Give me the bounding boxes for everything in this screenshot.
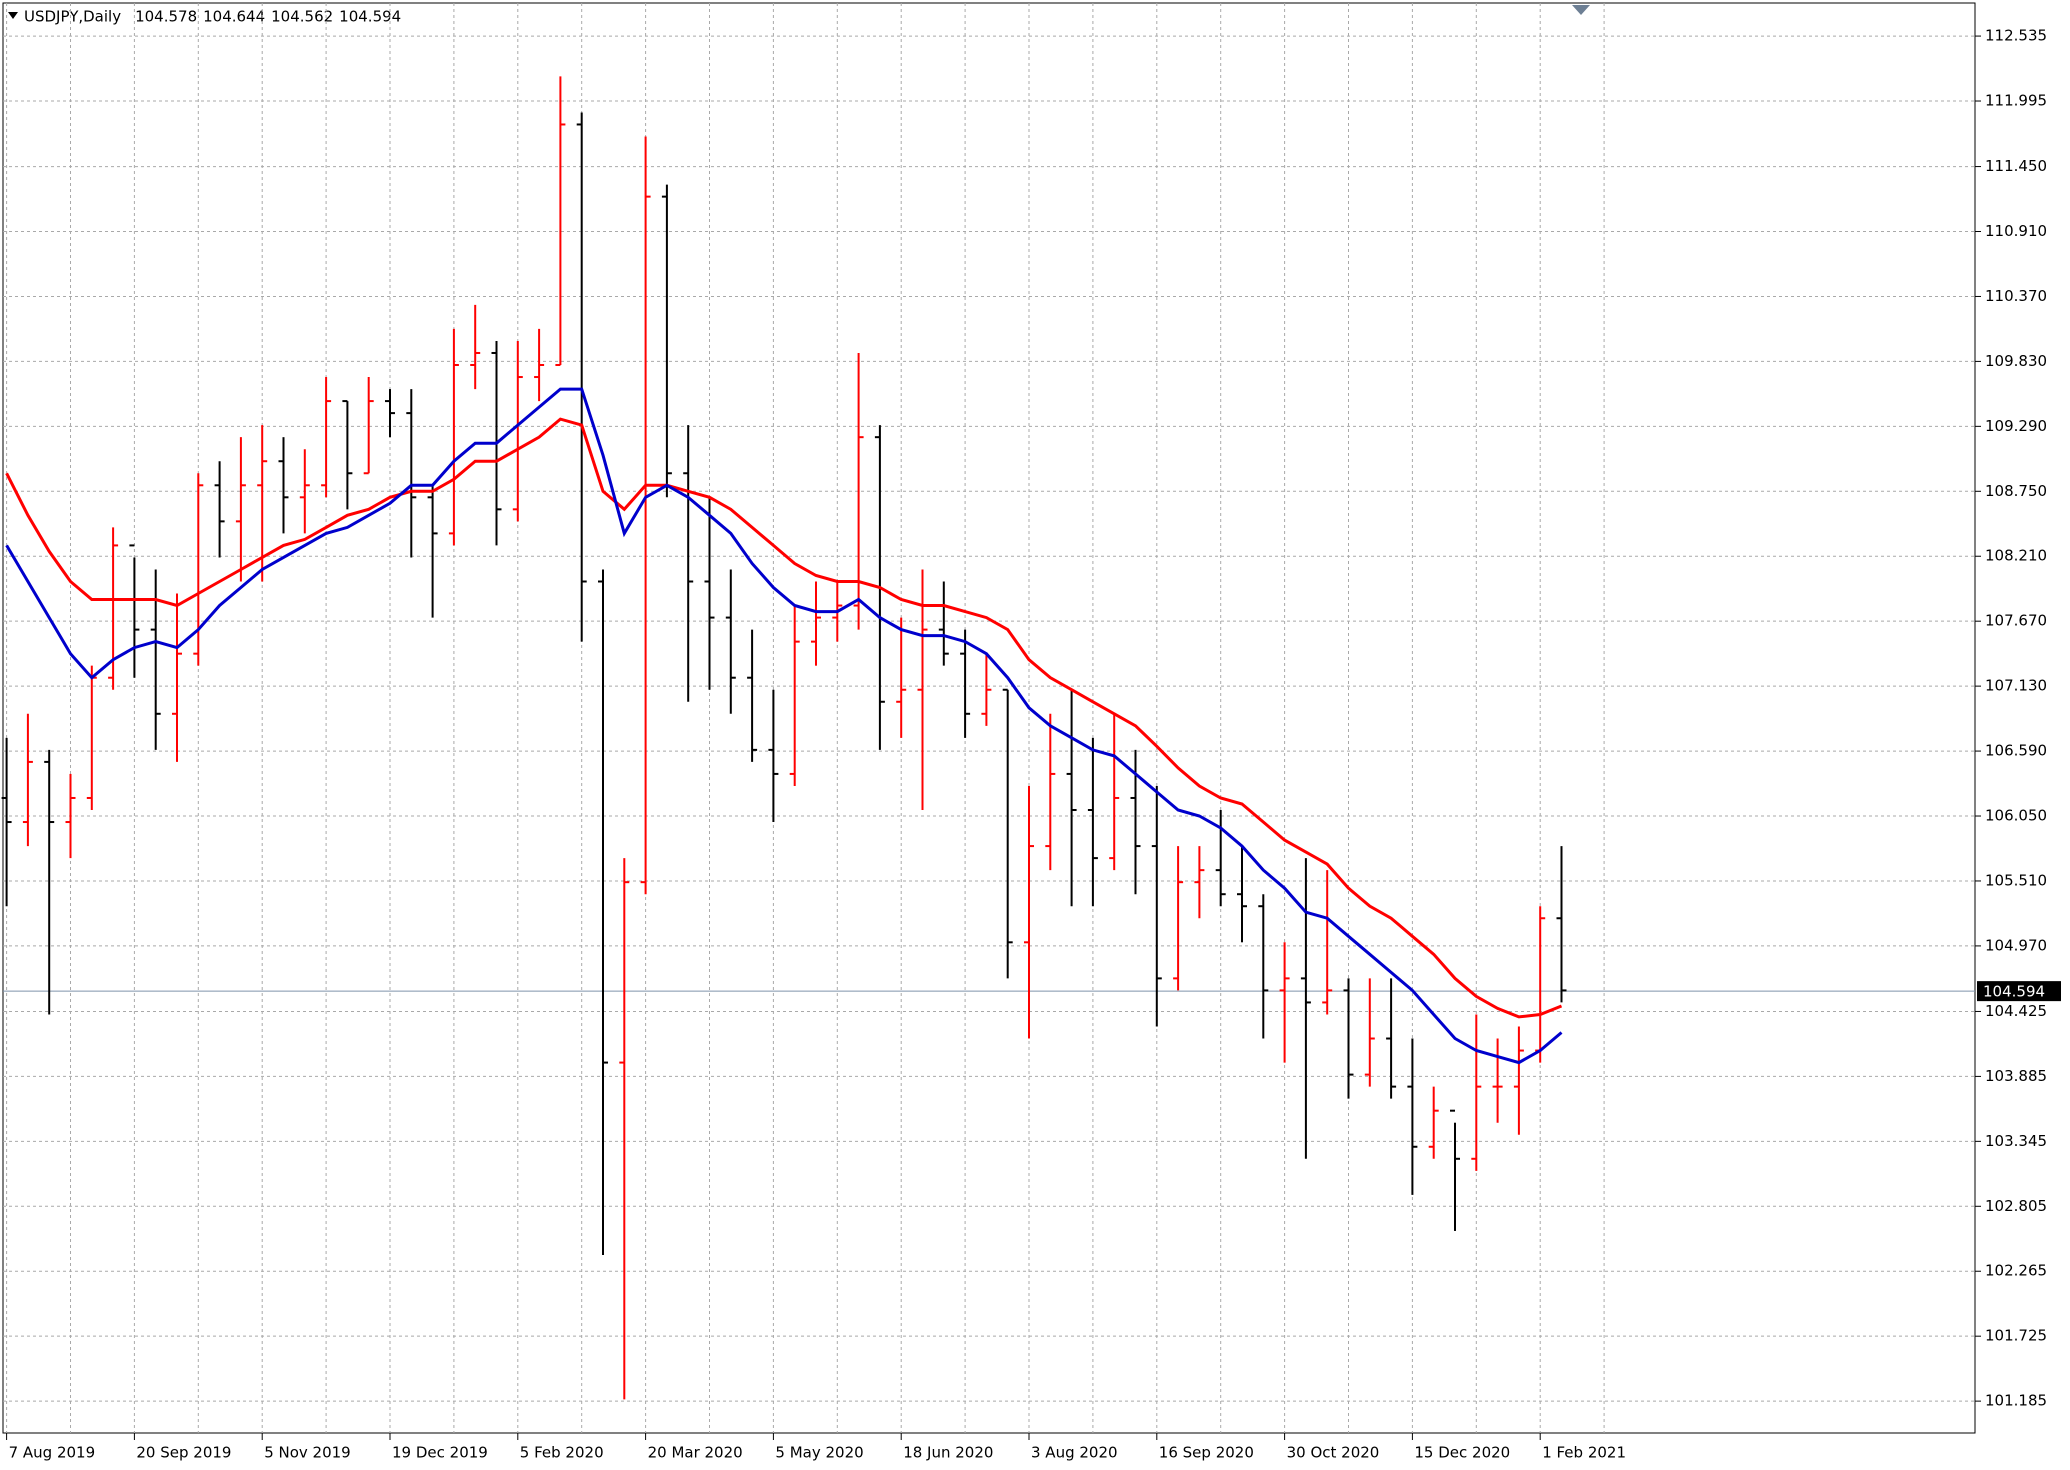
y-tick-label: 105.510 <box>1985 871 2047 889</box>
x-tick-label: 15 Dec 2020 <box>1414 1444 1510 1462</box>
y-tick-label: 108.210 <box>1985 547 2047 565</box>
x-tick-label: 5 Feb 2020 <box>520 1444 604 1462</box>
plot-frame <box>2 2 1976 1434</box>
y-tick-label: 111.450 <box>1985 157 2047 175</box>
moving-average-line <box>5 417 1563 1019</box>
symbol-label: USDJPY,Daily <box>24 8 121 26</box>
y-tick-label: 109.830 <box>1985 352 2047 370</box>
y-tick-label: 107.670 <box>1985 612 2047 630</box>
y-tick-label: 104.425 <box>1985 1002 2047 1020</box>
y-tick-label: 102.805 <box>1985 1197 2047 1215</box>
y-tick-label: 104.970 <box>1985 936 2047 954</box>
x-tick-label: 5 May 2020 <box>775 1444 863 1462</box>
ohlc-value: 104.578 <box>135 8 197 26</box>
y-tick-label: 107.130 <box>1985 677 2047 695</box>
y-tick-label: 103.345 <box>1985 1132 2047 1150</box>
x-tick-label: 1 Feb 2021 <box>1542 1444 1626 1462</box>
y-tick-label: 110.910 <box>1985 222 2047 240</box>
y-tick-label: 109.290 <box>1985 417 2047 435</box>
x-tick-label: 16 Sep 2020 <box>1159 1444 1254 1462</box>
y-tick-label: 101.725 <box>1985 1327 2047 1345</box>
x-tick-label: 20 Sep 2019 <box>136 1444 231 1462</box>
ohlc-value: 104.594 <box>339 8 401 26</box>
price-tag-label: 104.594 <box>1983 983 2045 1001</box>
x-tick-label: 7 Aug 2019 <box>9 1444 96 1462</box>
x-tick-label: 20 Mar 2020 <box>648 1444 743 1462</box>
y-tick-label: 106.050 <box>1985 807 2047 825</box>
y-tick-label: 101.185 <box>1985 1392 2047 1410</box>
x-tick-label: 30 Oct 2020 <box>1287 1444 1380 1462</box>
y-tick-label: 111.995 <box>1985 92 2047 110</box>
menu-arrow[interactable] <box>8 12 18 19</box>
y-tick-label: 110.370 <box>1985 287 2047 305</box>
moving-average-line <box>5 387 1563 1065</box>
y-tick-label: 108.750 <box>1985 482 2047 500</box>
price-tag <box>1977 981 2061 1002</box>
ohlc-value: 104.562 <box>271 8 333 26</box>
ohlc-value: 104.644 <box>203 8 265 26</box>
y-tick-label: 106.590 <box>1985 742 2047 760</box>
shift-marker <box>1572 5 1590 15</box>
x-tick-label: 3 Aug 2020 <box>1031 1444 1118 1462</box>
x-tick-label: 18 Jun 2020 <box>903 1444 993 1462</box>
y-tick-label: 103.885 <box>1985 1067 2047 1085</box>
y-tick-label: 112.535 <box>1985 27 2047 45</box>
x-tick-label: 5 Nov 2019 <box>264 1444 351 1462</box>
x-tick-label: 19 Dec 2019 <box>392 1444 488 1462</box>
y-tick-label: 102.265 <box>1985 1262 2047 1280</box>
